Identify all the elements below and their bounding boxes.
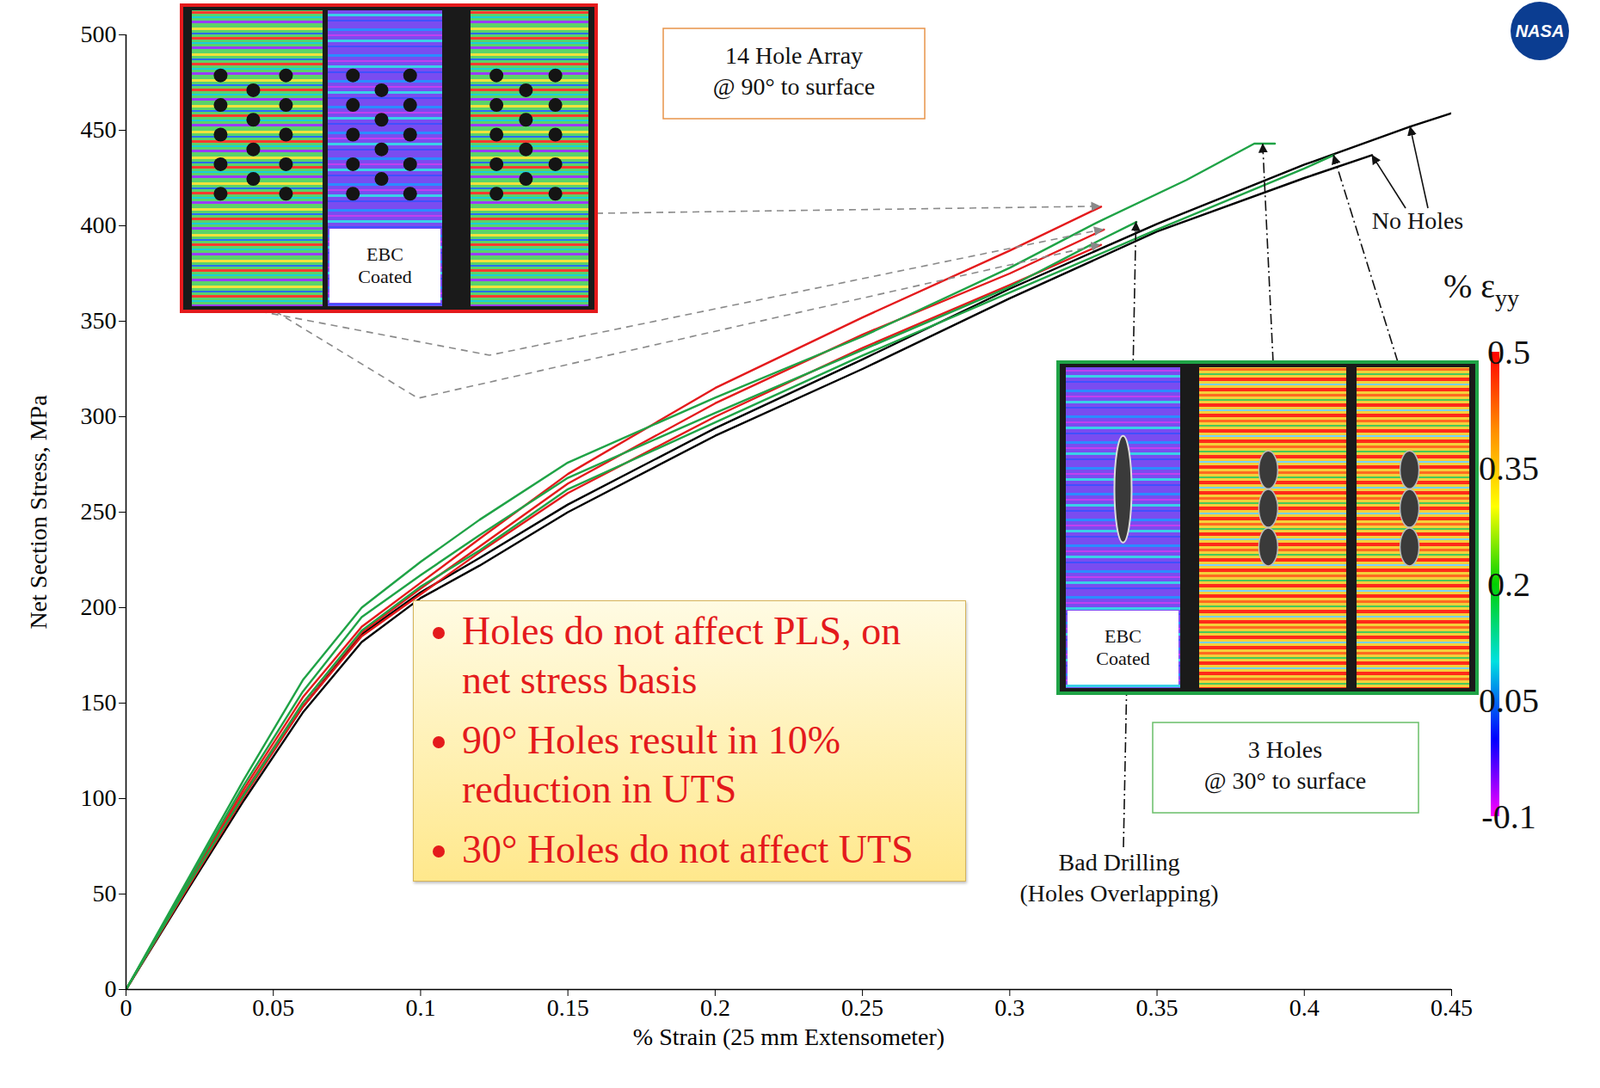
- svg-text:% Strain (25 mm Extensometer): % Strain (25 mm Extensometer): [633, 1023, 945, 1051]
- html-text:90° Holes result in 10% reduct: 90° Holes result in 10% reduction in UTS: [461, 718, 841, 812]
- svg-text:EBCCoated: EBCCoated: [1095, 625, 1150, 670]
- svg-text:150: 150: [80, 689, 117, 716]
- svg-text:-0.1: -0.1: [1481, 797, 1536, 837]
- html-text:30° Holes do not affect UTS: 30° Holes do not affect UTS: [461, 827, 914, 872]
- svg-text:No Holes: No Holes: [1372, 207, 1465, 234]
- svg-text:0.35: 0.35: [1478, 449, 1539, 488]
- svg-text:0: 0: [120, 994, 133, 1022]
- svg-text:300: 300: [80, 402, 117, 430]
- svg-text:0.2: 0.2: [1487, 565, 1531, 604]
- svg-text:EBCCoated: EBCCoated: [357, 243, 412, 288]
- svg-text:0.05: 0.05: [252, 994, 295, 1022]
- svg-text:Bad Drilling: Bad Drilling: [1058, 849, 1181, 876]
- svg-text:0: 0: [104, 975, 117, 1003]
- svg-text:50: 50: [92, 880, 117, 907]
- svg-text:450: 450: [80, 116, 117, 143]
- svg-text:0.1: 0.1: [405, 994, 436, 1022]
- svg-text:(Holes Overlapping): (Holes Overlapping): [1020, 880, 1219, 907]
- svg-text:14 Hole Array: 14 Hole Array: [725, 42, 863, 69]
- svg-text:NASA: NASA: [1515, 21, 1565, 41]
- html-text:Holes do not affect PLS, on ne: Holes do not affect PLS, on net stress b…: [461, 609, 901, 702]
- svg-text:0.5: 0.5: [1487, 332, 1531, 372]
- svg-text:400: 400: [80, 211, 117, 239]
- svg-text:0.05: 0.05: [1478, 681, 1539, 720]
- svg-text:100: 100: [80, 784, 117, 812]
- svg-text:0.45: 0.45: [1430, 994, 1473, 1022]
- svg-text:500: 500: [80, 20, 117, 48]
- svg-text:Net Section Stress, MPa: Net Section Stress, MPa: [24, 394, 52, 630]
- svg-text:@ 90° to surface: @ 90° to surface: [713, 73, 876, 100]
- svg-text:0.35: 0.35: [1136, 994, 1179, 1022]
- svg-text:% εyy: % εyy: [1443, 266, 1520, 312]
- svg-text:3 Holes: 3 Holes: [1248, 736, 1323, 764]
- svg-text:250: 250: [80, 498, 117, 525]
- svg-text:350: 350: [80, 307, 117, 334]
- svg-text:0.2: 0.2: [700, 994, 731, 1022]
- svg-text:0.4: 0.4: [1289, 994, 1320, 1022]
- svg-text:@ 30° to surface: @ 30° to surface: [1204, 767, 1367, 794]
- svg-text:0.25: 0.25: [841, 994, 884, 1022]
- svg-text:0.3: 0.3: [994, 994, 1025, 1022]
- svg-text:0.15: 0.15: [547, 994, 590, 1022]
- svg-text:200: 200: [80, 593, 117, 621]
